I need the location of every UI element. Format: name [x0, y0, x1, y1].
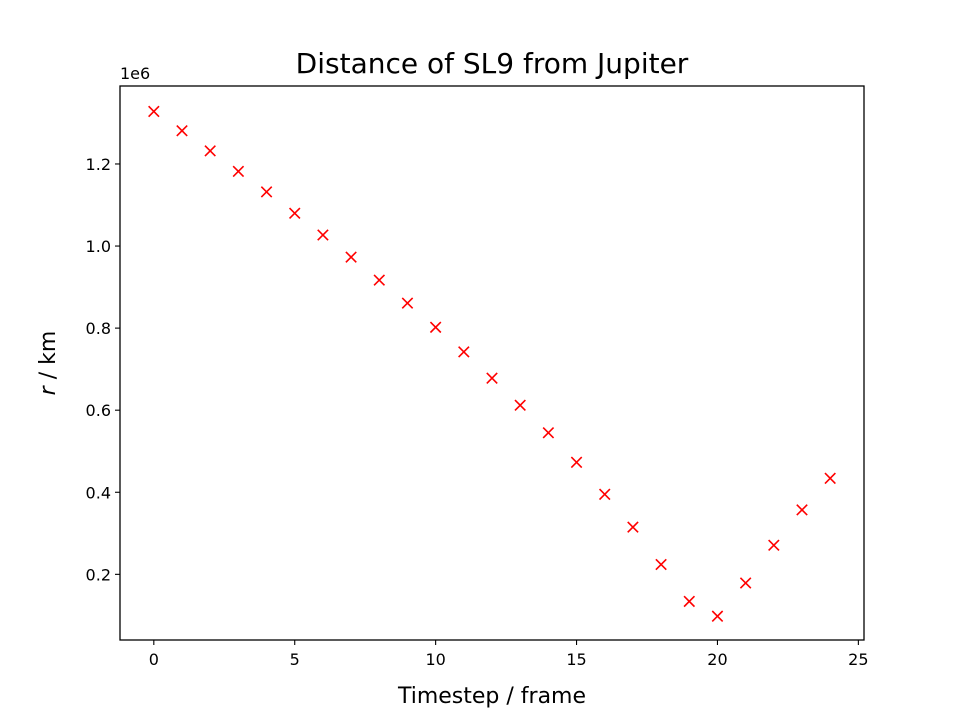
- x-tick-label: 25: [848, 650, 868, 669]
- x-tick-label: 20: [707, 650, 727, 669]
- y-tick-label: 1.0: [86, 237, 111, 256]
- data-point: [429, 321, 442, 334]
- data-point: [570, 456, 583, 469]
- y-tick-label: 1.2: [86, 155, 111, 174]
- plot-frame: [119, 85, 865, 641]
- y-offset-label: 1e6: [120, 64, 150, 83]
- x-axis-label: Timestep / frame: [397, 684, 586, 709]
- x-tick-label: 5: [290, 650, 300, 669]
- data-point: [232, 165, 245, 178]
- data-point: [486, 372, 498, 384]
- y-tick-label: 0.8: [86, 319, 111, 338]
- data-point: [345, 251, 357, 263]
- data-point: [824, 472, 836, 485]
- x-tick-label: 10: [425, 650, 445, 669]
- data-point: [204, 145, 216, 157]
- ticks: 0 5 10 15 20 25 0.2 0.4 0.6 0.8 1.0 1.2: [86, 155, 869, 669]
- chart-title: Distance of SL9 from Jupiter: [296, 47, 689, 80]
- data-point: [739, 577, 752, 589]
- y-tick-label: 0.6: [86, 401, 111, 420]
- data-point: [148, 105, 160, 118]
- y-tick-label: 0.2: [86, 565, 111, 584]
- data-point: [288, 207, 301, 219]
- data-point: [260, 186, 273, 198]
- data-point: [317, 229, 329, 241]
- data-point: [768, 539, 780, 551]
- data-point: [373, 274, 386, 286]
- y-axis-label-var: r: [36, 384, 61, 395]
- y-axis-label-unit: / km: [36, 331, 61, 387]
- data-point: [401, 297, 414, 309]
- data-point: [627, 521, 639, 533]
- y-tick-label: 0.4: [86, 483, 111, 502]
- data-point: [542, 426, 555, 439]
- data-point: [514, 399, 526, 412]
- y-axis-label: r / km: [36, 331, 61, 396]
- data-point: [458, 346, 470, 358]
- data-point: [711, 610, 724, 622]
- data-point: [176, 124, 188, 137]
- data-points: [148, 105, 836, 622]
- data-point: [796, 504, 808, 516]
- data-point: [683, 595, 696, 608]
- x-tick-label: 15: [566, 650, 586, 669]
- x-tick-label: 0: [149, 650, 159, 669]
- data-point: [655, 558, 667, 571]
- data-point: [598, 488, 611, 501]
